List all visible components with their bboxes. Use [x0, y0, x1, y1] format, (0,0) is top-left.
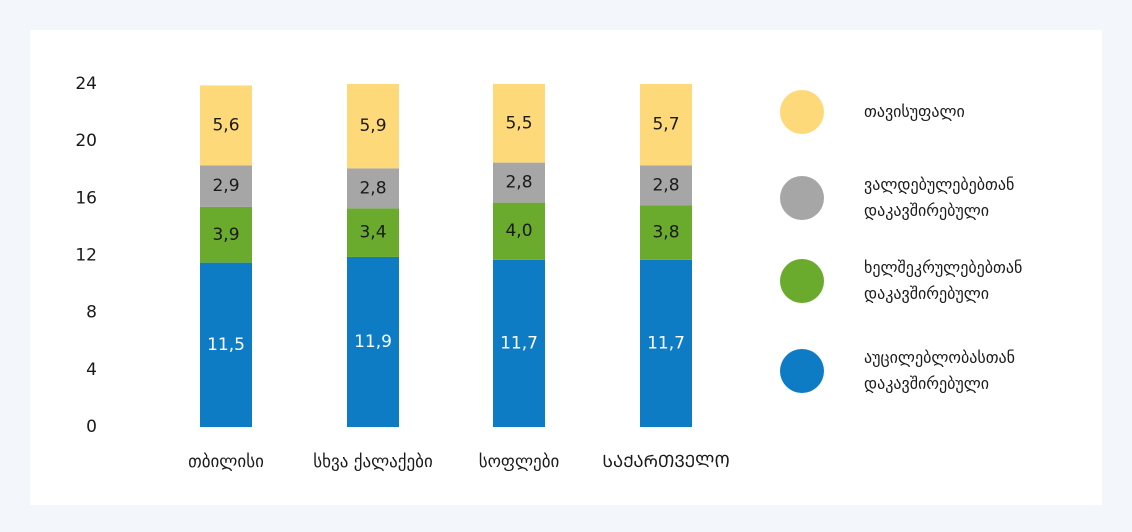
bar-segment	[347, 168, 399, 209]
x-tick-label: თბილისი	[188, 452, 264, 472]
data-label: 3,8	[652, 223, 679, 243]
bar-segment	[200, 206, 252, 263]
data-label: 11,7	[500, 333, 538, 353]
bar-segment	[347, 208, 399, 257]
y-tick-label: 0	[86, 417, 97, 437]
y-tick-label: 12	[75, 246, 97, 266]
legend-label: ვალდებულებებთან დაკავშირებული	[864, 175, 1015, 220]
bar-segment	[200, 165, 252, 207]
data-label: 2,9	[212, 176, 239, 196]
y-tick-label: 16	[75, 188, 97, 208]
bar-segment	[640, 205, 692, 260]
bar-segment	[493, 202, 545, 260]
data-label: 11,5	[207, 335, 245, 355]
data-label: 2,8	[505, 173, 532, 193]
legend-icon	[780, 176, 824, 220]
bar-segment	[640, 165, 692, 206]
bar-segment	[493, 84, 545, 163]
legend-label: აუცილებლობასთან დაკავშირებული	[864, 348, 1016, 393]
legend-item: ვალდებულებებთან დაკავშირებული	[780, 172, 1090, 224]
data-label: 5,7	[652, 115, 679, 135]
legend: თავისუფალი ვალდებულებებთან დაკავშირებული ხ…	[780, 0, 1100, 532]
y-tick-label: 20	[75, 131, 97, 151]
x-tick-label: სხვა ქალაქები	[313, 452, 433, 472]
data-label: 5,5	[505, 113, 532, 133]
bar-segment	[200, 85, 252, 166]
data-label: 2,8	[359, 178, 386, 198]
bar-segment	[640, 259, 692, 427]
legend-label: თავისუფალი	[864, 102, 965, 121]
data-label: 2,8	[652, 175, 679, 195]
y-tick-label: 8	[86, 303, 97, 323]
x-tick-label: სოფლები	[479, 452, 560, 472]
legend-item: თავისუფალი	[780, 90, 1090, 134]
legend-icon	[780, 259, 824, 303]
data-label: 4,0	[505, 221, 532, 241]
legend-item: აუცილებლობასთან დაკავშირებული	[780, 345, 1090, 397]
legend-icon	[780, 90, 824, 134]
data-label: 11,9	[354, 332, 392, 352]
legend-item: ხელშეკრულებებთან დაკავშირებული	[780, 255, 1090, 307]
bar-segment	[640, 84, 692, 166]
data-label: 5,9	[359, 116, 386, 136]
data-label: 3,4	[359, 223, 386, 243]
bar-segment	[347, 256, 399, 427]
legend-label: ხელშეკრულებებთან დაკავშირებული	[864, 258, 1023, 303]
y-tick-label: 24	[75, 74, 97, 94]
bar-segment	[493, 162, 545, 203]
x-tick-label: ᲡᲐᲥᲐᲠᲗᲕᲔᲚᲝ	[602, 452, 730, 472]
data-label: 11,7	[647, 333, 685, 353]
bar-segment	[347, 84, 399, 169]
bar-segment	[493, 259, 545, 427]
data-label: 3,9	[212, 225, 239, 245]
bar-segment	[200, 262, 252, 427]
legend-icon	[780, 349, 824, 393]
y-tick-label: 4	[86, 360, 97, 380]
data-label: 5,6	[212, 115, 239, 135]
